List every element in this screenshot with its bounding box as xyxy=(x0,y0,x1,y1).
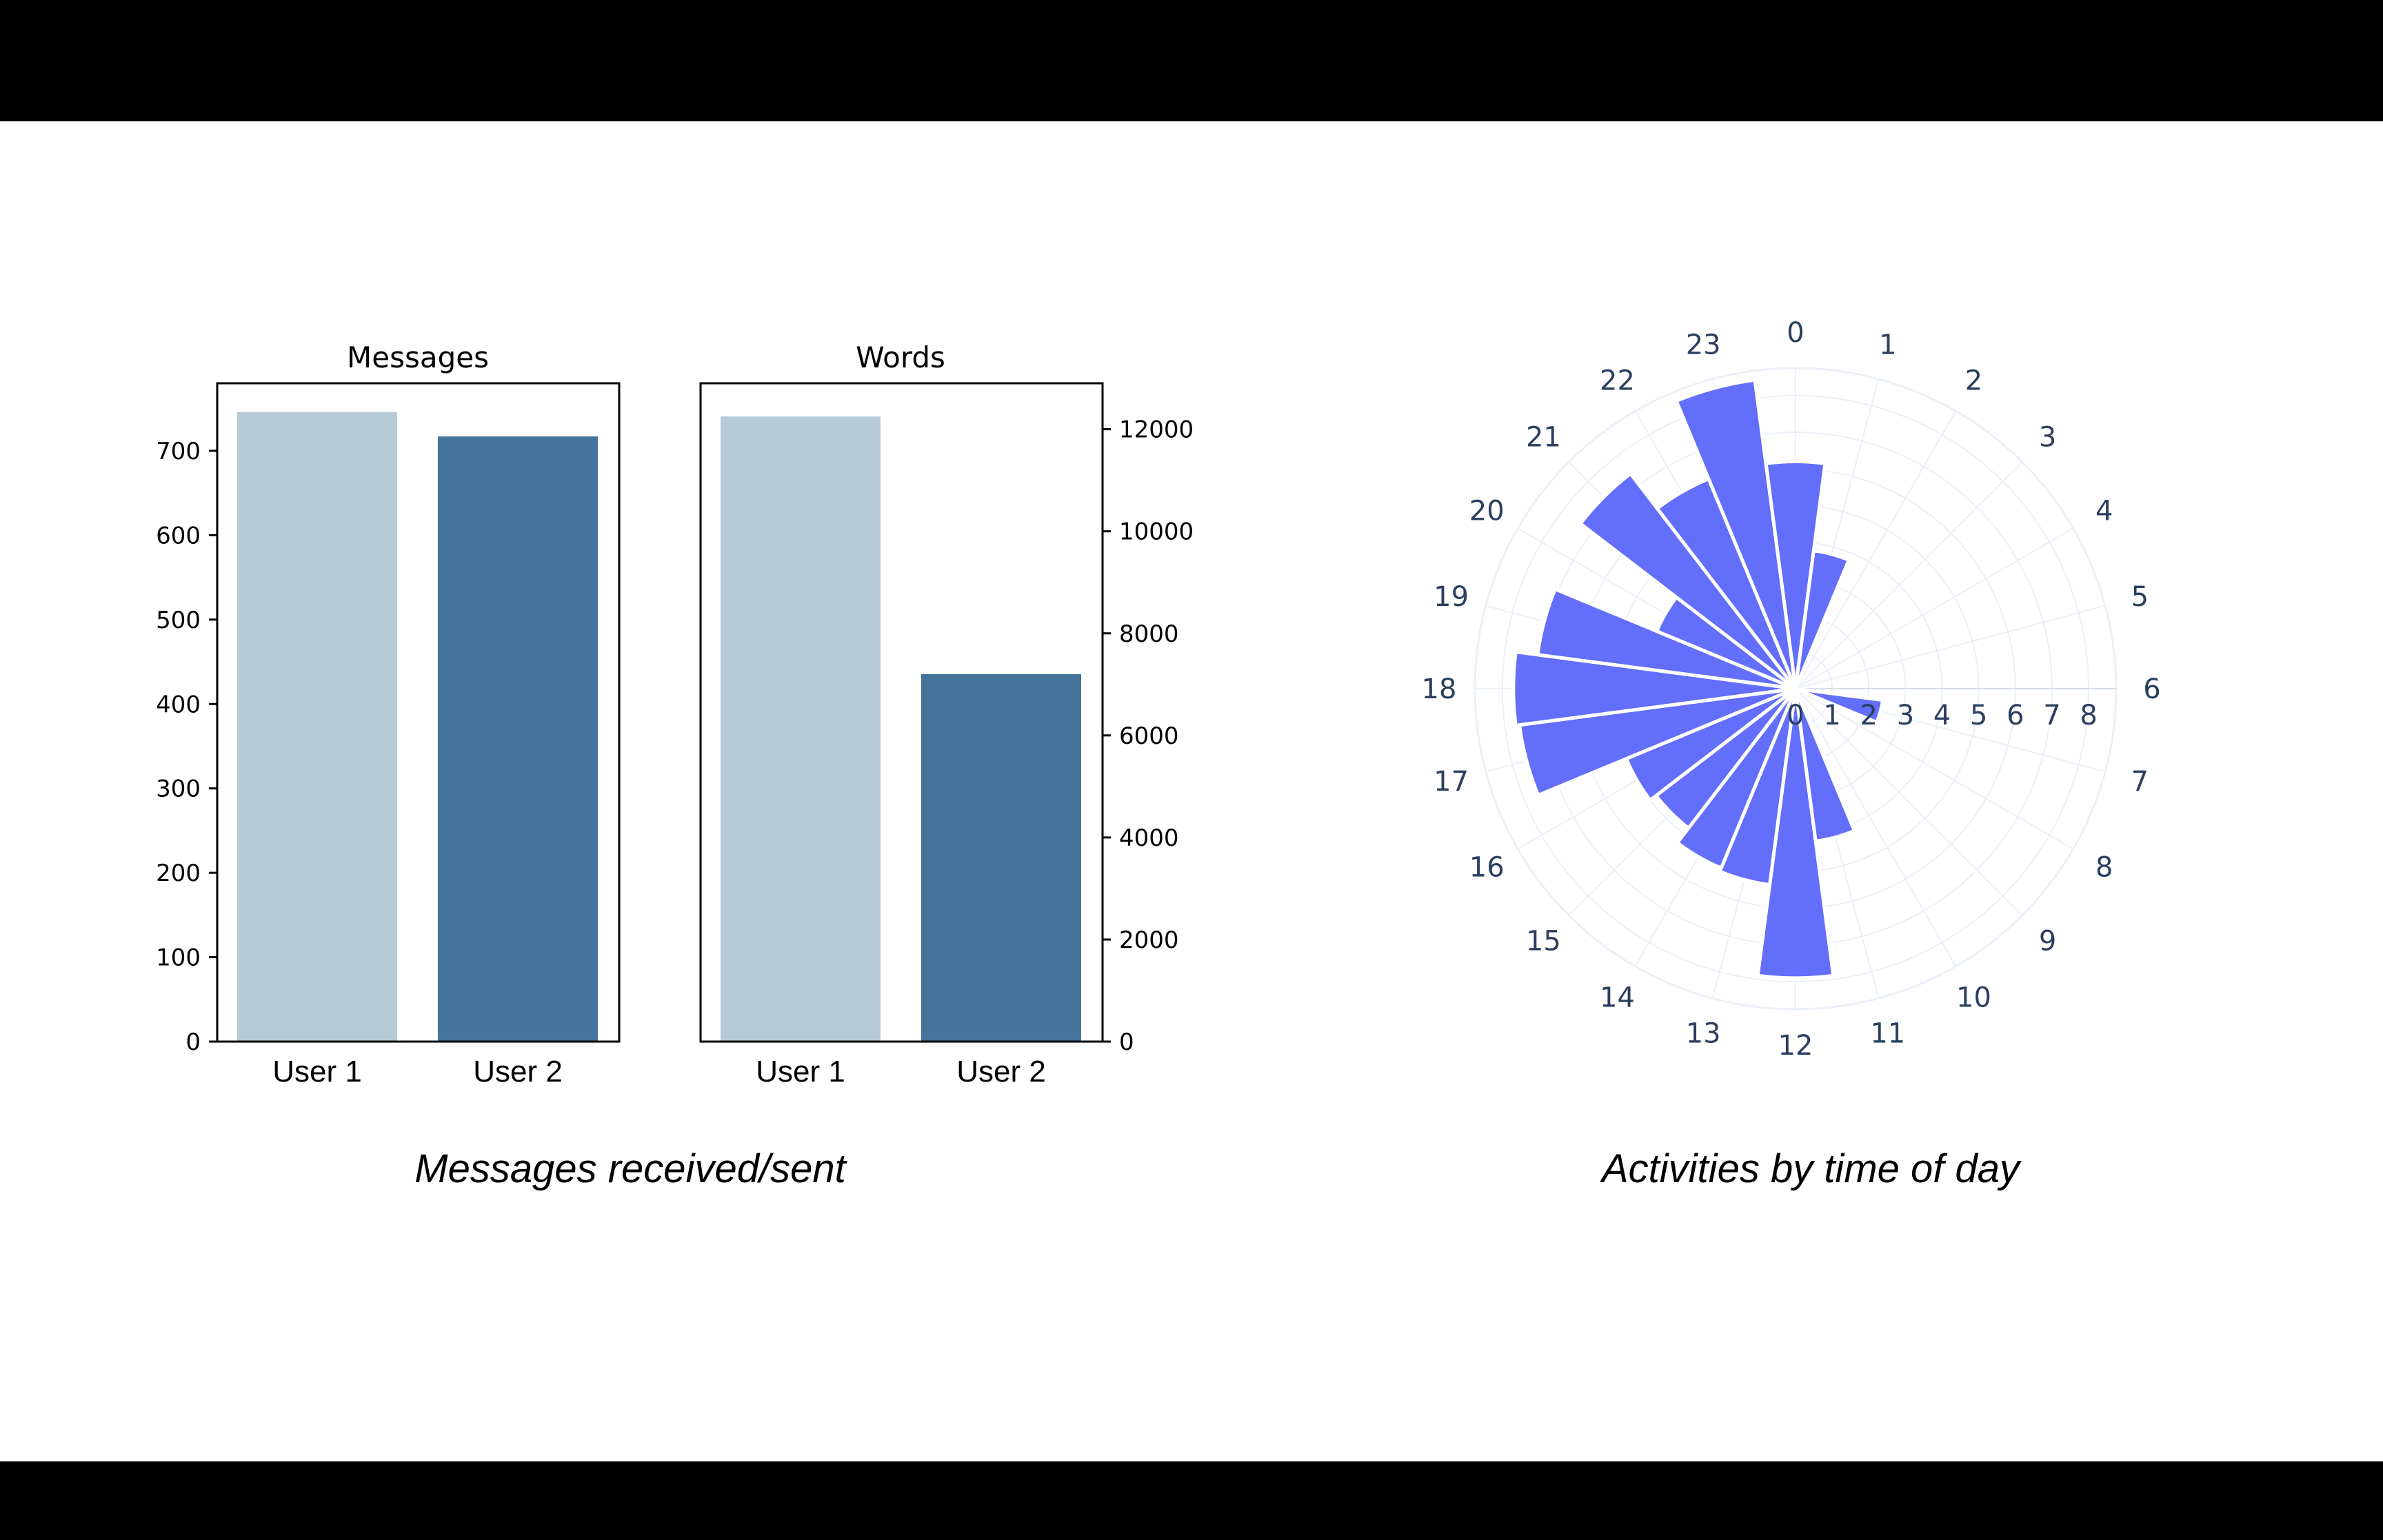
polar-angular-label: 11 xyxy=(1870,1017,1905,1049)
polar-radial-tick-label: 3 xyxy=(1897,700,1914,731)
polar-grid-spoke xyxy=(1795,527,2074,689)
messages-category-label: User 1 xyxy=(272,1055,362,1088)
polar-angular-label: 8 xyxy=(2095,852,2113,884)
polar-angular-label: 22 xyxy=(1600,365,1635,396)
messages-plot-frame xyxy=(216,382,621,1043)
polar-angular-label: 7 xyxy=(2131,766,2149,798)
words-y-tick-label: 8000 xyxy=(1119,620,1179,648)
polar-radial-tick-label: 4 xyxy=(1933,700,1951,731)
polar-angular-label: 21 xyxy=(1526,421,1561,453)
polar-grid-spoke xyxy=(1795,605,2106,689)
polar-angular-label: 20 xyxy=(1469,496,1505,527)
top-letterbox xyxy=(0,0,2383,121)
words-y-tick-label: 6000 xyxy=(1119,722,1179,750)
polar-bar-hour-14 xyxy=(1676,687,1798,870)
polar-radial-tick-label: 7 xyxy=(2043,700,2060,731)
polar-angular-label: 15 xyxy=(1526,926,1561,958)
polar-angular-label: 2 xyxy=(1965,365,1982,396)
polar-angular-label: 1 xyxy=(1879,330,1896,361)
words-bar-1 xyxy=(721,416,881,1042)
polar-angular-label: 5 xyxy=(2131,581,2149,613)
left-caption: Messages received/sent xyxy=(414,1146,846,1191)
polar-grid-spoke xyxy=(1795,688,2074,850)
polar-bar-hour-1 xyxy=(1793,549,1851,691)
messages-y-tick-label: 300 xyxy=(156,776,201,803)
messages-y-tick-label: 600 xyxy=(156,522,201,549)
polar-angular-label: 18 xyxy=(1422,673,1457,705)
polar-angular-label: 3 xyxy=(2039,421,2056,453)
polar-angular-label: 6 xyxy=(2143,673,2160,705)
messages-y-tick-label: 400 xyxy=(156,691,201,718)
messages-y-tick-label: 0 xyxy=(185,1029,201,1056)
messages-category-label: User 2 xyxy=(473,1055,563,1088)
polar-grid-spoke xyxy=(1795,461,2023,689)
words-category-label: User 2 xyxy=(956,1055,1046,1088)
polar-angular-label: 13 xyxy=(1686,1017,1721,1049)
polar-grid-spoke xyxy=(1795,688,1957,967)
messages-y-tick-label: 200 xyxy=(156,860,201,887)
polar-angular-label: 12 xyxy=(1778,1030,1813,1062)
polar-bar-hour-21 xyxy=(1578,472,1798,691)
words-y-tick-label: 4000 xyxy=(1119,824,1179,852)
messages-chart-title: Messages xyxy=(347,341,489,374)
polar-radial-tick-label: 6 xyxy=(2007,700,2024,731)
right-caption: Activities by time of day xyxy=(1602,1146,2020,1191)
polar-bar-hour-7 xyxy=(1793,687,1884,725)
messages-bar-2 xyxy=(438,436,598,1042)
polar-radial-tick-label: 1 xyxy=(1823,700,1840,731)
words-y-tick-label: 10000 xyxy=(1119,518,1194,546)
words-y-tick-label: 2000 xyxy=(1119,926,1179,954)
messages-chart: Messages User 1 User 2 0 100 200 300 400 500 600… xyxy=(156,341,621,1088)
polar-angular-label: 19 xyxy=(1434,581,1469,613)
polar-angular-label: 10 xyxy=(1956,982,1991,1014)
words-chart: Words User 1 User 2 0 2000 4000 6000 8000 10000… xyxy=(699,341,1194,1088)
polar-radial-tick-label: 8 xyxy=(2080,700,2097,731)
words-y-tick-label: 0 xyxy=(1119,1029,1134,1056)
polar-bar-hour-12 xyxy=(1756,687,1836,980)
polar-grid-spoke xyxy=(1795,688,2023,916)
activity-polar-chart: 0 1 2 3 4 5 6 7 80 123456789101112131415161718192… xyxy=(1422,317,2161,1062)
messages-y-tick-label: 100 xyxy=(156,944,201,972)
polar-angular-label: 23 xyxy=(1686,330,1721,361)
polar-angular-label: 17 xyxy=(1434,766,1469,798)
words-category-label: User 1 xyxy=(756,1055,845,1088)
polar-radial-tick-label: 0 xyxy=(1787,700,1804,731)
polar-radial-tick-label: 2 xyxy=(1860,700,1878,731)
messages-y-tick-label: 700 xyxy=(156,438,201,465)
words-plot-frame xyxy=(699,382,1104,1043)
polar-angular-label: 4 xyxy=(2095,496,2113,527)
messages-bar-1 xyxy=(237,412,397,1042)
polar-bar-hour-18 xyxy=(1511,650,1798,727)
polar-angular-label: 14 xyxy=(1600,982,1635,1014)
words-bar-2 xyxy=(921,673,1081,1042)
bottom-letterbox xyxy=(0,1461,2383,1540)
messages-y-tick-label: 500 xyxy=(156,607,201,634)
polar-radial-tick-label: 5 xyxy=(1970,700,1987,731)
polar-angular-label: 0 xyxy=(1787,317,1804,349)
words-y-tick-label: 12000 xyxy=(1119,416,1194,444)
polar-bar-hour-23 xyxy=(1674,378,1798,691)
polar-grid-spoke xyxy=(1795,410,1957,689)
polar-angular-label: 16 xyxy=(1469,852,1505,884)
polar-angular-label: 9 xyxy=(2039,926,2056,958)
words-chart-title: Words xyxy=(856,341,945,374)
